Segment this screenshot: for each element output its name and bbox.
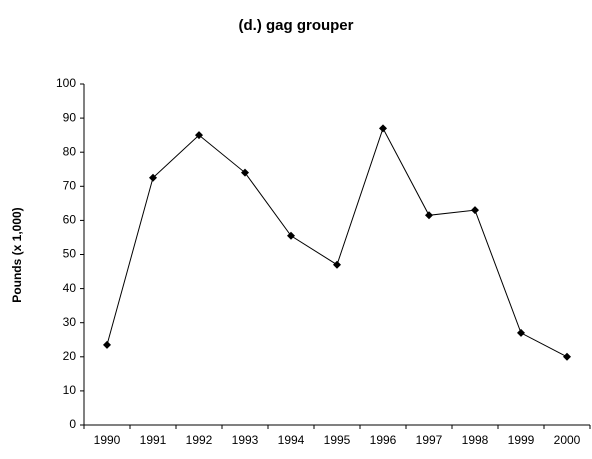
y-tick-label: 50	[63, 247, 77, 261]
x-tick-label: 1997	[416, 433, 443, 447]
x-tick-label: 1994	[278, 433, 305, 447]
x-tick-label: 1991	[140, 433, 167, 447]
data-line	[106, 127, 568, 358]
y-tick-label: 60	[63, 213, 77, 227]
y-tick-label: 30	[63, 315, 77, 329]
x-tick-label: 1998	[462, 433, 489, 447]
y-tick-label: 90	[63, 110, 77, 124]
x-tick-label: 1993	[232, 433, 259, 447]
y-tick-label: 20	[63, 349, 77, 363]
x-tick-label: 1995	[324, 433, 351, 447]
y-tick-label: 10	[63, 383, 77, 397]
y-tick-label: 80	[63, 144, 77, 158]
x-tick-label: 1999	[508, 433, 535, 447]
data-marker	[103, 340, 111, 349]
y-axis-label: Pounds (x 1,000)	[10, 207, 24, 302]
y-tick-label: 40	[63, 281, 77, 295]
x-tick-label: 1996	[370, 433, 397, 447]
data-marker	[149, 173, 157, 182]
chart-title: (d.) gag grouper	[239, 17, 354, 34]
data-marker	[471, 206, 479, 215]
y-tick-label: 70	[63, 178, 77, 192]
data-marker	[333, 260, 341, 269]
data-marker	[563, 352, 571, 361]
data-marker	[379, 124, 387, 133]
data-marker	[517, 328, 525, 337]
x-tick-label: 1990	[94, 433, 121, 447]
y-tick-label: 100	[56, 76, 76, 90]
data-marker	[287, 231, 295, 240]
x-tick-label: 1992	[186, 433, 213, 447]
data-marker	[195, 131, 203, 140]
y-tick-label: 0	[69, 417, 76, 431]
data-marker	[241, 168, 249, 177]
x-tick-label: 2000	[554, 433, 581, 447]
data-marker	[425, 211, 433, 220]
